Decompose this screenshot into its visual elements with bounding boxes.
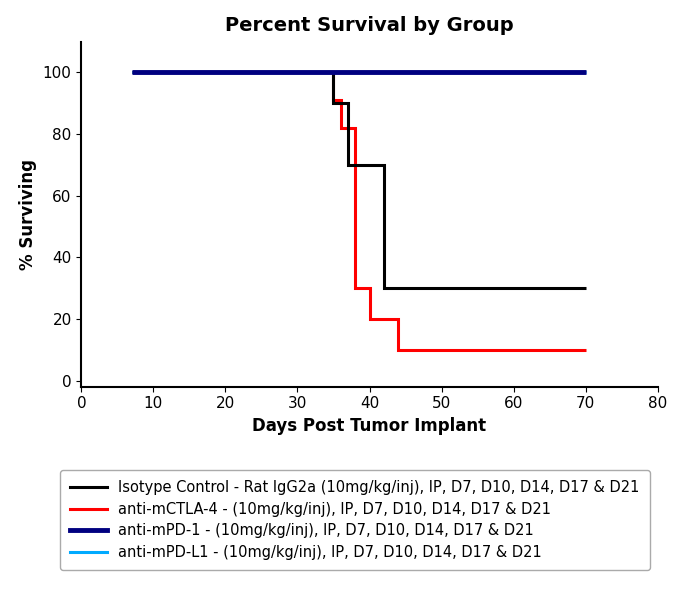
Title: Percent Survival by Group: Percent Survival by Group (225, 15, 514, 35)
X-axis label: Days Post Tumor Implant: Days Post Tumor Implant (252, 417, 487, 435)
Y-axis label: % Surviving: % Surviving (19, 159, 37, 270)
Legend: Isotype Control - Rat IgG2a (10mg/kg/inj), IP, D7, D10, D14, D17 & D21, anti-mCT: Isotype Control - Rat IgG2a (10mg/kg/inj… (60, 470, 650, 570)
